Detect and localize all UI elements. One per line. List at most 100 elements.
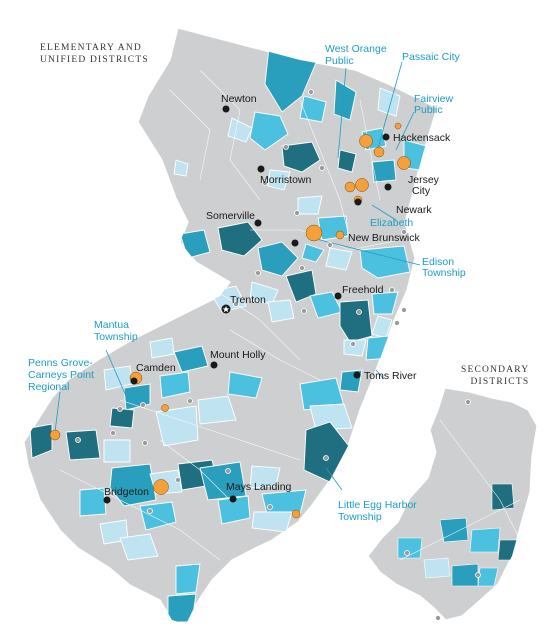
city-dot-new-brunswick: [291, 239, 299, 247]
capital-star-trenton: [221, 304, 231, 314]
district-region: [249, 465, 281, 489]
district-region: [197, 395, 237, 425]
district-region: [333, 79, 357, 121]
label-somerville: Somerville: [206, 210, 255, 222]
district-region: [267, 299, 295, 323]
district-region: [119, 533, 159, 561]
district-region: [251, 511, 293, 533]
district-region: [257, 241, 299, 277]
district-region: [267, 169, 291, 191]
city-dot-mount-holly: [210, 361, 218, 369]
orange-marker: [373, 146, 385, 158]
city-dot-morristown: [257, 165, 265, 173]
highlighted-district-labels: West Orange Public Passaic City Fairview…: [28, 43, 466, 523]
orange-marker: [153, 479, 169, 495]
label-freehold: Freehold: [342, 284, 384, 296]
label-newark: Newark: [396, 204, 432, 216]
label-edison: Edison: [422, 256, 454, 268]
city-dot-hackensack: [382, 133, 390, 141]
label-jersey-city: Jersey: [408, 174, 440, 186]
label-mount-holly: Mount Holly: [210, 349, 266, 361]
label-little-egg: Little Egg Harbor: [338, 499, 417, 511]
district-region: [309, 403, 353, 431]
city-labels: Newton Hackensack Morristown Jersey City…: [104, 93, 451, 498]
city-dot-toms-river: [353, 371, 361, 379]
label-penns-grove-2: Carneys Point: [28, 369, 94, 381]
map-heading-secondary: SECONDARY DISTRICTS: [461, 364, 529, 388]
district-region: [109, 463, 157, 507]
orange-marker: [344, 181, 356, 193]
district-region: [343, 339, 367, 357]
district-region: [423, 557, 451, 579]
label-bridgeton: Bridgeton: [104, 486, 149, 498]
label-passaic: Passaic City: [402, 51, 461, 63]
district-region: [173, 345, 209, 373]
city-dot-camden: [130, 377, 138, 385]
orange-marker: [305, 224, 323, 242]
orange-marker: [397, 156, 411, 170]
district-region: [173, 159, 189, 177]
district-region: [285, 269, 317, 303]
district-region: [371, 291, 399, 315]
label-camden: Camden: [136, 362, 176, 374]
district-region: [359, 245, 411, 279]
label-elizabeth: Elizabeth: [370, 217, 413, 229]
label-little-egg-2: Township: [338, 511, 382, 523]
district-region: [79, 487, 107, 517]
secondary-map-outline: [367, 387, 538, 621]
label-hackensack: Hackensack: [393, 132, 451, 144]
orange-marker: [359, 134, 373, 148]
district-region: [491, 483, 515, 511]
label-morristown: Morristown: [260, 174, 312, 186]
label-fairview: Fairview: [414, 93, 454, 105]
city-dot-newark: [354, 198, 362, 206]
orange-marker: [355, 178, 369, 192]
label-mays-landing: Mays Landing: [226, 481, 292, 493]
heading-line: UNIFIED DISTRICTS: [40, 55, 149, 65]
district-region: [339, 299, 373, 343]
district-region: [249, 111, 289, 151]
city-dot-freehold: [334, 292, 342, 300]
label-mantua-2: Township: [94, 331, 138, 343]
district-region: [439, 517, 469, 543]
heading-line: SECONDARY: [461, 365, 530, 375]
district-regions: [29, 37, 427, 623]
township-lines: [59, 69, 521, 561]
district-region: [297, 195, 323, 215]
label-new-brunswick: New Brunswick: [348, 232, 421, 244]
city-dot-newton: [222, 105, 230, 113]
label-toms-river: Toms River: [364, 370, 417, 382]
district-region: [149, 337, 175, 359]
city-dot-somerville: [254, 219, 262, 227]
district-region: [155, 405, 199, 447]
label-newton: Newton: [221, 93, 257, 105]
district-region: [29, 423, 53, 459]
orange-marker: [49, 429, 61, 441]
label-west-orange-2: Public: [325, 55, 354, 67]
district-region: [217, 221, 263, 257]
city-dot-jersey-city: [384, 183, 392, 191]
map-heading-primary: ELEMENTARY AND UNIFIED DISTRICTS: [40, 42, 149, 66]
label-trenton: Trenton: [230, 294, 266, 306]
heading-line: ELEMENTARY AND: [40, 43, 142, 53]
district-region: [159, 371, 191, 399]
district-region: [281, 141, 321, 173]
district-region: [371, 159, 397, 183]
secondary-district-regions: [397, 483, 519, 587]
district-region: [175, 563, 201, 595]
district-region: [217, 495, 251, 525]
district-region: [301, 243, 325, 263]
district-region: [103, 439, 131, 463]
label-penns-grove: Penns Grove-: [28, 357, 93, 369]
district-region: [397, 537, 423, 559]
district-region: [469, 527, 501, 553]
orange-marker: [335, 230, 345, 240]
label-jersey-city-2: City: [412, 185, 431, 197]
district-region: [65, 429, 101, 461]
district-region: [325, 247, 353, 271]
heading-line: DISTRICTS: [470, 377, 530, 387]
district-region: [227, 371, 263, 399]
city-dot-bridgeton: [103, 496, 111, 504]
label-edison-2: Township: [422, 267, 466, 279]
orange-markers: [49, 122, 411, 519]
